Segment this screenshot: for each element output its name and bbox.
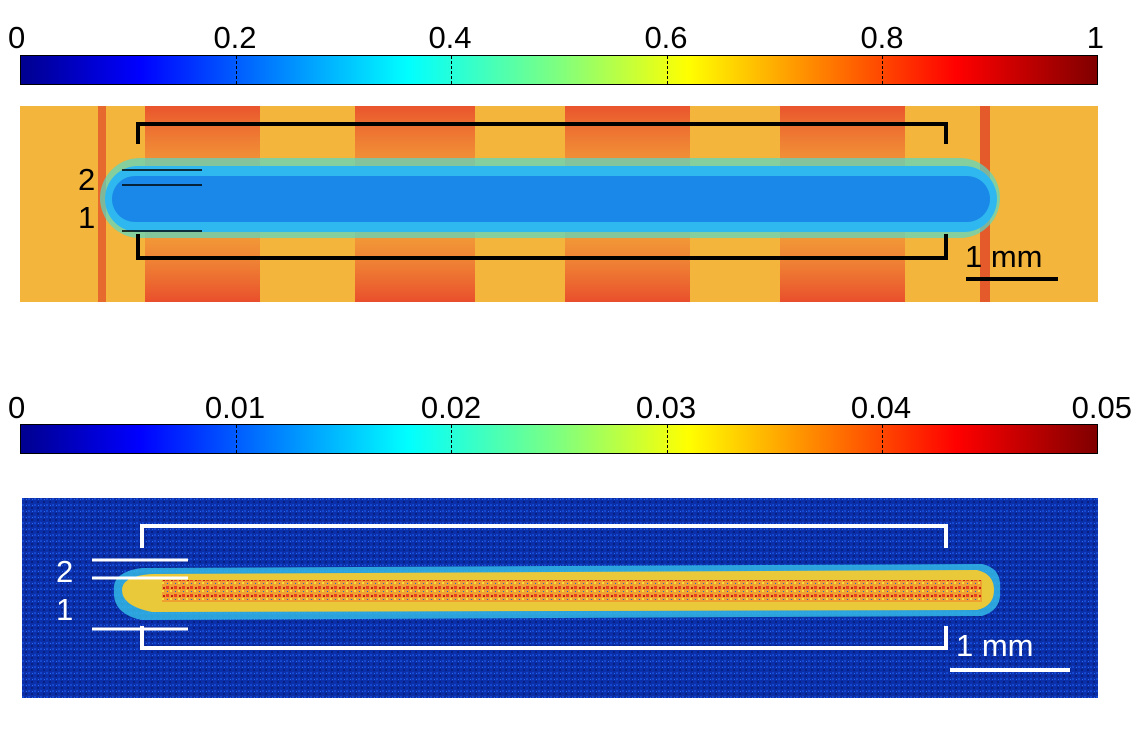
colorbar-tick-label: 1 bbox=[1086, 20, 1104, 55]
region-frame bbox=[136, 122, 948, 260]
colorbar-tick-label: 0 bbox=[8, 20, 26, 55]
line-marker-2: 2 bbox=[56, 554, 74, 589]
colorbar-bottom bbox=[20, 424, 1098, 454]
colorbar-tick-label: 0.05 bbox=[1071, 390, 1132, 425]
colorbar-tick-label: 0.6 bbox=[644, 20, 688, 55]
colorbar-tick bbox=[236, 425, 237, 453]
colorbar-tick bbox=[882, 425, 883, 453]
colorbar-gradient bbox=[21, 56, 1097, 84]
panel-top: 0 0.2 0.4 0.6 0.8 1 bbox=[0, 0, 1140, 320]
region-frame bbox=[140, 524, 948, 650]
colorbar-tick-label: 0.4 bbox=[428, 20, 472, 55]
colorbar-tick-label: 0.01 bbox=[204, 390, 266, 425]
colorbar-tick-label: 0.2 bbox=[213, 20, 257, 55]
panel-bottom: 0 0.01 0.02 0.03 0.04 0.05 bbox=[0, 380, 1140, 738]
scale-bar-label: 1 mm bbox=[965, 239, 1043, 274]
colorbar-tick bbox=[667, 425, 668, 453]
colorbar-tick bbox=[667, 56, 668, 84]
intensity-map-top bbox=[20, 106, 1098, 302]
colorbar-top bbox=[20, 55, 1098, 85]
colorbar-tick bbox=[882, 56, 883, 84]
colorbar-tick-label: 0.04 bbox=[850, 390, 912, 425]
line-marker-1: 1 bbox=[56, 592, 74, 627]
intensity-map-bottom bbox=[22, 498, 1098, 698]
line-marker-1: 1 bbox=[78, 200, 96, 235]
colorbar-tick-label: 0.03 bbox=[635, 390, 697, 425]
colorbar-gradient bbox=[21, 425, 1097, 453]
colorbar-tick-label: 0.02 bbox=[420, 390, 482, 425]
colorbar-tick bbox=[451, 425, 452, 453]
colorbar-tick-label: 0.8 bbox=[860, 20, 904, 55]
scale-bar-label: 1 mm bbox=[956, 628, 1034, 663]
colorbar-tick-label: 0 bbox=[8, 390, 26, 425]
colorbar-tick bbox=[451, 56, 452, 84]
line-marker-2: 2 bbox=[78, 162, 96, 197]
colorbar-tick bbox=[236, 56, 237, 84]
